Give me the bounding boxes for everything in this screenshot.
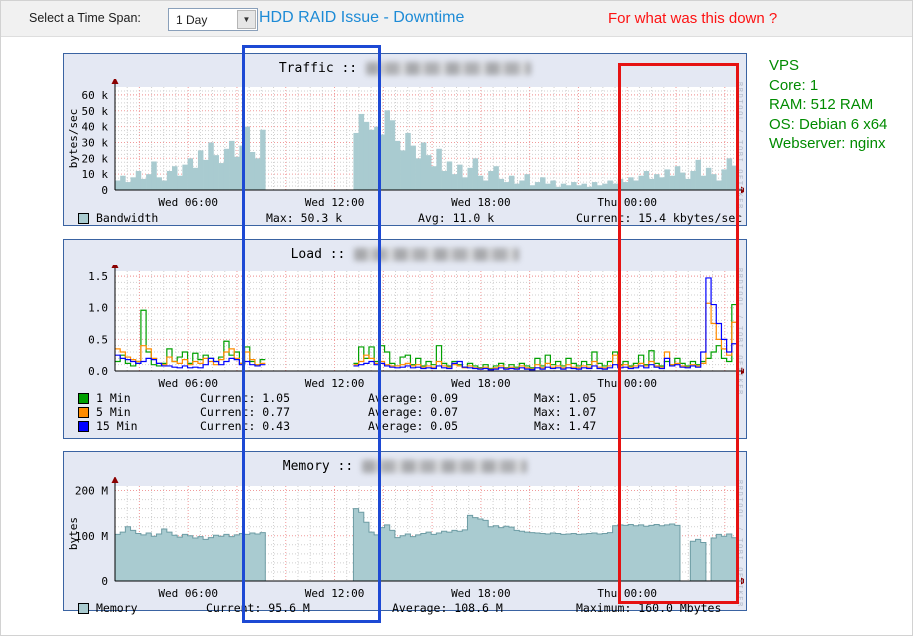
load-title-text: Load ::	[290, 246, 346, 262]
traffic-legend: Bandwidth Max: 50.3 k Avg: 11.0 k Current: …	[64, 211, 746, 225]
memory-title: Memory ::	[64, 452, 746, 477]
svg-text:Thu 00:00: Thu 00:00	[597, 377, 657, 390]
svg-text:Wed 06:00: Wed 06:00	[158, 196, 218, 209]
vps-info-line: RAM: 512 RAM	[769, 96, 874, 113]
chevron-down-icon[interactable]: ▼	[237, 10, 256, 29]
svg-text:Thu 00:00: Thu 00:00	[597, 587, 657, 600]
svg-text:100 M: 100 M	[75, 530, 108, 543]
traffic-title-text: Traffic ::	[278, 60, 358, 76]
svg-text:Wed 18:00: Wed 18:00	[451, 587, 511, 600]
legend-row: Memory Current: 95.6 M Average: 108.6 M Max…	[78, 601, 746, 615]
vps-info: VPS Core: 1 RAM: 512 RAM OS: Debian 6 x6…	[769, 56, 887, 154]
svg-text:Wed 12:00: Wed 12:00	[305, 377, 365, 390]
hostname-redacted	[366, 61, 532, 75]
svg-text:0: 0	[101, 184, 108, 197]
load-legend: 1 Min Current: 1.05 Average: 0.09 Max: 1.05…	[64, 391, 746, 433]
svg-text:10 k: 10 k	[82, 168, 109, 181]
timespan-selected-value: 1 Day	[176, 12, 208, 27]
hostname-redacted	[362, 459, 528, 473]
svg-text:40 k: 40 k	[82, 121, 109, 134]
legend-stat: Max: 1.07	[534, 405, 597, 419]
traffic-chart: 0 10 k 20 k 30 k 40 k 50 k 60 k Wed 06:00 Wed 12…	[67, 79, 744, 209]
rrdtool-watermark: RRDTOOL / TOBI OETIKER	[736, 480, 744, 608]
timespan-label: Select a Time Span:	[29, 11, 141, 25]
svg-text:20 k: 20 k	[82, 152, 109, 165]
svg-text:0: 0	[101, 575, 108, 588]
svg-text:Wed 12:00: Wed 12:00	[305, 196, 365, 209]
svg-text:60 k: 60 k	[82, 89, 109, 102]
legend-series-name: 15 Min	[96, 419, 138, 433]
vps-info-line: OS: Debian 6 x64	[769, 115, 888, 133]
load-chart: 0.0 0.5 1.0 1.5 Wed 06:00 Wed 12:00 Wed 18:00 T…	[88, 265, 744, 390]
legend-stat: Current: 0.77	[200, 405, 291, 419]
svg-text:Thu 00:00: Thu 00:00	[597, 196, 657, 209]
legend-stat: Average: 0.07	[368, 405, 459, 419]
legend-swatch	[78, 392, 89, 404]
legend-stat: Average: 0.09	[368, 391, 459, 405]
legend-stat: Average: 0.05	[368, 419, 459, 433]
legend-series-name: 5 Min	[96, 405, 131, 419]
legend-stat: Max: 1.05	[534, 391, 597, 405]
vps-info-line: VPS	[769, 57, 800, 74]
vps-info-line: Core: 1	[769, 76, 819, 94]
svg-text:bytes/sec: bytes/sec	[67, 109, 80, 169]
top-bar: Select a Time Span: 1 Day ▼ HDD RAID Iss…	[1, 1, 912, 37]
svg-text:1.0: 1.0	[88, 302, 108, 315]
memory-legend: Memory Current: 95.6 M Average: 108.6 M Max…	[64, 601, 746, 615]
legend-stat: Maximum: 160.0 Mbytes	[576, 601, 722, 615]
svg-text:1.5: 1.5	[88, 270, 108, 283]
legend-stat: Max: 50.3 k	[266, 211, 343, 225]
svg-text:Wed 18:00: Wed 18:00	[451, 196, 511, 209]
legend-row: 1 Min Current: 1.05 Average: 0.09 Max: 1.05	[78, 391, 746, 405]
svg-text:Wed 06:00: Wed 06:00	[158, 377, 218, 390]
page-title[interactable]: HDD RAID Issue - Downtime	[259, 9, 465, 26]
vps-info-line: Webserver: nginx	[769, 135, 886, 152]
memory-title-text: Memory ::	[282, 458, 354, 474]
annotation-question-text: For what was this down ?	[608, 10, 778, 27]
legend-row: 5 Min Current: 0.77 Average: 0.07 Max: 1.07	[78, 405, 746, 419]
svg-text:bytes: bytes	[67, 517, 80, 550]
legend-row: Bandwidth Max: 50.3 k Avg: 11.0 k Current: …	[78, 211, 746, 225]
svg-text:200 M: 200 M	[75, 485, 108, 498]
svg-text:Wed 18:00: Wed 18:00	[451, 377, 511, 390]
legend-stat: Current: 15.4 kbytes/sec	[576, 211, 743, 225]
load-title: Load ::	[64, 240, 746, 265]
timespan-select[interactable]: 1 Day ▼	[168, 8, 258, 31]
legend-row: 15 Min Current: 0.43 Average: 0.05 Max: 1.4…	[78, 419, 746, 433]
legend-series-name: 1 Min	[96, 391, 131, 405]
legend-stat: Current: 0.43	[200, 419, 291, 433]
svg-text:50 k: 50 k	[82, 105, 109, 118]
svg-text:Wed 06:00: Wed 06:00	[158, 587, 218, 600]
traffic-title: Traffic ::	[64, 54, 746, 79]
legend-stat: Max: 1.47	[534, 419, 597, 433]
legend-swatch	[78, 406, 89, 418]
svg-text:Wed 12:00: Wed 12:00	[305, 587, 365, 600]
memory-chart: 0 100 M 200 M Wed 06:00 Wed 12:00 Wed 18:00 Th…	[67, 477, 744, 600]
legend-swatch	[78, 212, 89, 224]
legend-series-name: Bandwidth	[96, 211, 159, 225]
legend-stat: Current: 95.6 M	[206, 601, 310, 615]
legend-stat: Current: 1.05	[200, 391, 291, 405]
legend-series-name: Memory	[96, 601, 138, 615]
svg-text:0.5: 0.5	[88, 333, 108, 346]
hostname-redacted	[354, 247, 520, 261]
legend-stat: Average: 108.6 M	[392, 601, 503, 615]
legend-swatch	[78, 602, 89, 614]
legend-swatch	[78, 420, 89, 432]
svg-text:0.0: 0.0	[88, 365, 108, 378]
rrdtool-watermark: RRDTOOL / TOBI OETIKER	[736, 268, 744, 396]
legend-stat: Avg: 11.0 k	[418, 211, 495, 225]
svg-text:30 k: 30 k	[82, 136, 109, 149]
rrdtool-watermark: RRDTOOL / TOBI OETIKER	[736, 82, 744, 210]
